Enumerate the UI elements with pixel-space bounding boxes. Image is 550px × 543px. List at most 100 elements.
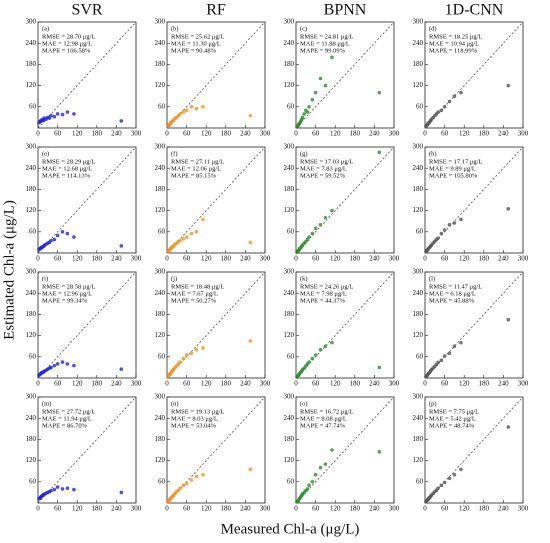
y-tick-label: 60	[287, 227, 295, 235]
column-title: 1D-CNN	[445, 2, 504, 19]
y-tick-label: 240	[155, 164, 166, 172]
y-tick-label: 180	[26, 435, 37, 443]
x-tick-label: 240	[498, 505, 509, 513]
point	[330, 340, 334, 345]
x-tick-label: 60	[312, 255, 320, 263]
x-tick-label: 0	[294, 380, 298, 388]
x-tick-label: 120	[330, 505, 341, 513]
plot-frame	[295, 396, 395, 504]
y-tick-label: 60	[29, 477, 37, 485]
point	[452, 221, 457, 225]
y-tick-label: 300	[413, 143, 424, 151]
x-tick-label: 240	[111, 130, 122, 138]
point	[447, 99, 452, 104]
x-tick-label: 60	[312, 380, 320, 388]
point	[307, 235, 311, 239]
metric-annotation: MAE = 7.83 μg/L	[300, 165, 347, 172]
x-tick-label: 180	[92, 380, 103, 388]
point	[178, 360, 182, 364]
x-tick-label: 0	[165, 130, 169, 138]
point	[184, 108, 189, 113]
x-tick-label: 60	[441, 130, 449, 138]
plot-frame	[166, 396, 266, 504]
y-tick-label: 120	[413, 331, 424, 339]
x-tick-label: 180	[479, 505, 490, 513]
x-tick-label: 240	[111, 505, 122, 513]
metric-annotation: MAE = 12.96 μg/L	[42, 290, 92, 297]
metric-annotation: MAPE = 44.37%	[300, 297, 346, 304]
point	[506, 207, 511, 211]
panel-label: (o)	[300, 400, 308, 407]
x-tick-label: 180	[221, 380, 232, 388]
y-tick-label: 180	[413, 60, 424, 68]
y-tick-label: 300	[284, 18, 295, 26]
x-tick-label: 240	[240, 255, 251, 263]
point	[452, 472, 457, 477]
panel-label: (j)	[171, 275, 177, 282]
x-tick-label: 60	[54, 380, 62, 388]
metric-annotation: MAE = 9.89 μg/L	[429, 165, 476, 172]
point	[307, 360, 311, 364]
y-tick-label: 240	[155, 414, 166, 422]
x-tick-label: 0	[36, 505, 40, 513]
y-tick-label: 240	[26, 164, 37, 172]
metric-annotation: RMSE = 24.81 μg/L	[300, 33, 353, 40]
point	[201, 105, 205, 109]
panel-label: (p)	[429, 400, 437, 407]
metric-annotation: RMSE = 28.29 μg/L	[42, 158, 95, 165]
point	[442, 480, 447, 485]
plot-frame	[37, 271, 137, 379]
x-tick-label: 240	[498, 255, 509, 263]
x-tick-label: 300	[518, 380, 529, 388]
metric-annotation: MAPE = 50.27%	[171, 297, 217, 304]
x-tick-label: 120	[72, 255, 83, 263]
point	[439, 358, 444, 363]
y-axis-label: Estimated Chl-a (μg/L)	[1, 200, 17, 340]
y-tick-label: 120	[284, 331, 295, 339]
y-tick-label: 60	[416, 227, 424, 235]
metric-annotation: MAPE = 45.88%	[429, 297, 475, 304]
x-tick-label: 0	[294, 255, 298, 263]
point	[248, 240, 253, 245]
y-tick-label: 300	[413, 18, 424, 26]
y-tick-label: 300	[284, 143, 295, 151]
x-tick-label: 240	[240, 505, 251, 513]
x-tick-label: 120	[459, 130, 470, 138]
x-tick-label: 120	[330, 380, 341, 388]
x-tick-label: 120	[72, 130, 83, 138]
metric-annotation: MAPE = 106.58%	[42, 47, 91, 54]
panel-label: (l)	[429, 275, 435, 282]
panel-label: (a)	[42, 25, 49, 32]
x-tick-label: 180	[221, 255, 232, 263]
point	[201, 472, 205, 477]
point	[436, 486, 440, 490]
y-tick-label: 120	[155, 456, 166, 464]
x-tick-label: 240	[369, 380, 380, 388]
point	[55, 485, 60, 489]
y-tick-label: 120	[155, 331, 166, 339]
y-tick-label: 120	[284, 456, 295, 464]
y-tick-label: 240	[413, 39, 424, 47]
point	[442, 228, 447, 232]
point	[65, 486, 70, 490]
x-tick-label: 300	[518, 130, 529, 138]
metric-annotation: RMSE = 18.48 μg/L	[171, 283, 224, 290]
x-tick-label: 180	[92, 505, 103, 513]
panel-label: (b)	[171, 25, 179, 32]
point	[194, 230, 199, 234]
point	[447, 222, 452, 227]
point	[189, 351, 194, 356]
y-tick-label: 300	[413, 393, 424, 401]
x-tick-label: 240	[369, 505, 380, 513]
plot-frame	[295, 21, 395, 129]
point	[65, 231, 70, 236]
column-title: BPNN	[324, 2, 367, 19]
x-axis-label: Measured Chl-a (μg/L)	[221, 521, 360, 537]
metric-annotation: MAPE = 48.74%	[429, 422, 475, 429]
identity-line	[166, 146, 266, 254]
plot-frame	[37, 396, 137, 504]
metric-annotation: RMSE = 17.17 μg/L	[429, 158, 482, 165]
y-tick-label: 120	[413, 81, 424, 89]
point	[377, 90, 382, 95]
point	[52, 487, 57, 492]
